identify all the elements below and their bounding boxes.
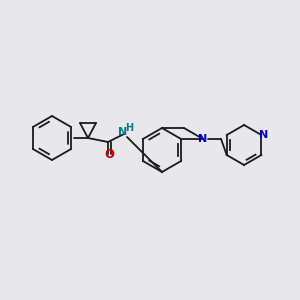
Text: N: N bbox=[118, 127, 127, 137]
Text: H: H bbox=[125, 123, 133, 133]
Text: N: N bbox=[198, 134, 208, 144]
Text: N: N bbox=[259, 130, 268, 140]
Text: O: O bbox=[104, 148, 114, 161]
